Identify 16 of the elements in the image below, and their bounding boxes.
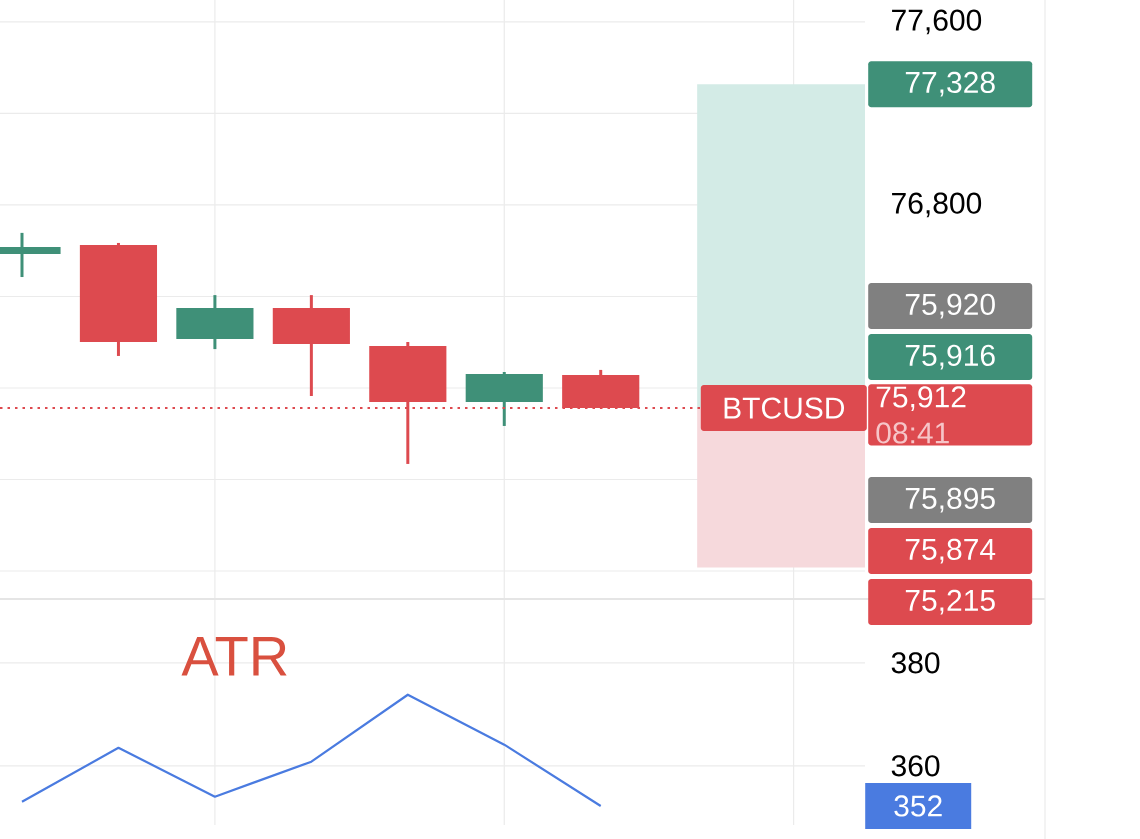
text: 08:41: [876, 422, 949, 444]
band-label: 77,328: [905, 71, 995, 97]
text: ATR: [181, 636, 287, 676]
y-tick-label: 360: [891, 755, 940, 777]
text: 75,895: [905, 487, 995, 513]
ref-line-label: 75,912: [876, 386, 966, 412]
y-tick-label: 77,600: [892, 9, 982, 35]
y-tick-label: 76,800: [892, 192, 982, 218]
line-series: [20, 693, 602, 808]
y-tick-label: 380: [891, 652, 940, 674]
text: 75,916: [905, 344, 995, 370]
band-label: 75,215: [905, 589, 995, 615]
text: 75,874: [905, 538, 996, 564]
text: 75,920: [905, 293, 995, 319]
annotation: BTCUSD: [724, 397, 845, 419]
text: 352: [894, 795, 942, 817]
